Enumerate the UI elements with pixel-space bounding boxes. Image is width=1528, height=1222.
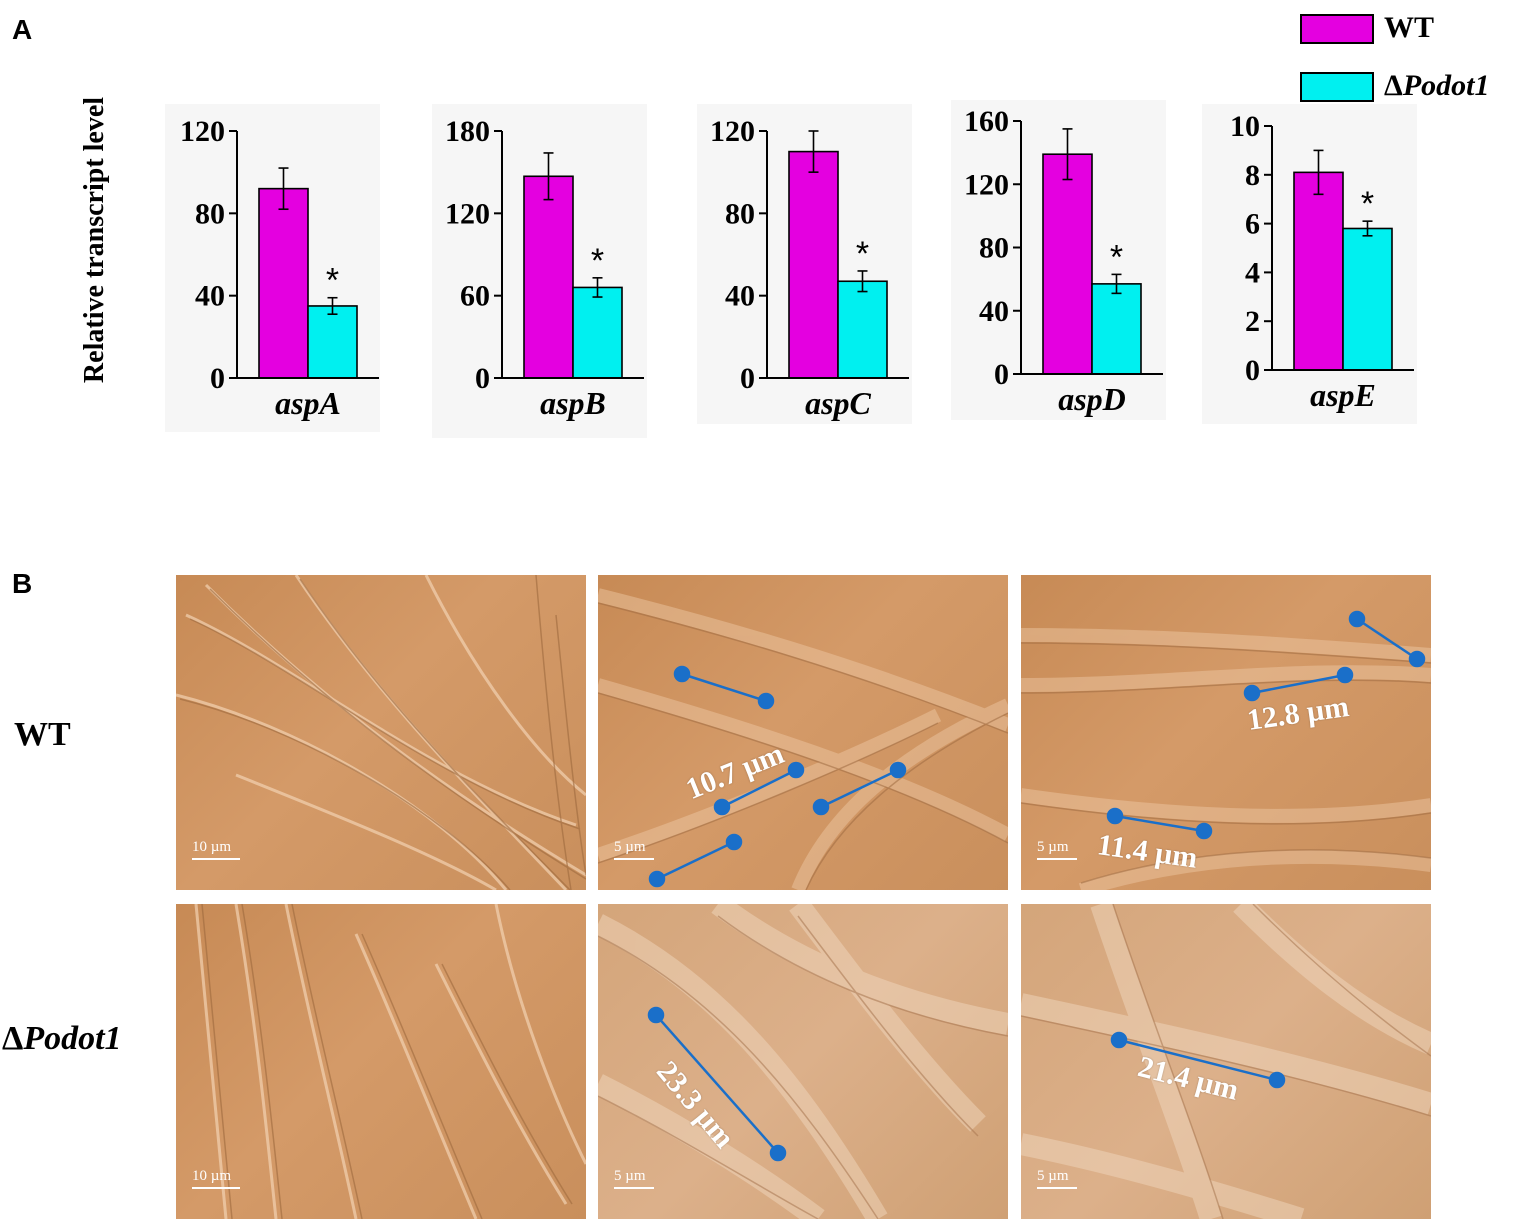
bar-aspB-mutant	[572, 286, 623, 379]
bar-aspC-wt	[788, 150, 839, 379]
scale-bar-line	[192, 858, 240, 860]
legend-label-wt: WT	[1384, 11, 1435, 44]
micrograph-wt-zoom-2: 12.8 µm 11.4 µm 5 µm	[1021, 575, 1431, 890]
bar-aspD-wt	[1042, 153, 1093, 375]
hyphae-texture	[176, 575, 586, 890]
y-tick-label: 0	[1245, 354, 1260, 387]
hyphae-texture	[194, 904, 586, 1219]
scale-bar-line	[1037, 1187, 1077, 1189]
bar-aspE-wt	[1293, 171, 1344, 371]
scale-bar-label: 5 µm	[1037, 1168, 1069, 1184]
bar-aspD-mutant	[1091, 283, 1142, 375]
y-tick-label: 0	[475, 362, 490, 395]
scale-bar-label: 5 µm	[614, 839, 646, 855]
significance-marker: *	[591, 242, 604, 280]
y-tick-label: 80	[195, 197, 225, 230]
scale-bar-10um: 10 µm	[192, 839, 240, 860]
bar-aspC-mutant	[837, 280, 888, 379]
category-label-aspD: aspD	[1058, 381, 1126, 417]
significance-marker: *	[326, 262, 339, 300]
y-tick-label: 180	[445, 115, 490, 148]
legend-mutant-delta: Δ	[1384, 69, 1403, 102]
scale-bar-5um: 5 µm	[1037, 839, 1077, 860]
y-tick-label: 0	[994, 358, 1009, 391]
scale-bar-label: 5 µm	[1037, 839, 1069, 855]
y-axis-label: Relative transcript level	[79, 96, 110, 384]
hyphae-texture	[598, 588, 1008, 890]
y-tick-label: 120	[710, 115, 755, 148]
micrograph-mutant-overview: 10 µm	[176, 904, 586, 1219]
hyphae-texture	[1021, 904, 1431, 1219]
scale-bar-5um: 5 µm	[614, 1168, 654, 1189]
micrograph-wt-overview: 10 µm	[176, 575, 586, 890]
y-tick-label: 120	[180, 115, 225, 148]
micrograph-mutant-zoom-1: 23.3 µm 5 µm	[598, 904, 1008, 1219]
scale-bar-line	[192, 1187, 240, 1189]
significance-marker: *	[856, 235, 869, 273]
y-tick-label: 80	[725, 197, 755, 230]
y-tick-label: 2	[1245, 305, 1260, 338]
significance-marker: *	[1361, 185, 1374, 223]
y-tick-label: 60	[460, 280, 490, 313]
y-tick-label: 10	[1230, 110, 1260, 143]
category-label-aspE: aspE	[1310, 377, 1376, 413]
legend-swatch-mutant	[1300, 72, 1374, 102]
scale-bar-5um: 5 µm	[1037, 1168, 1077, 1189]
bar-aspA-mutant	[307, 305, 358, 379]
micrograph-wt-zoom-1: 10.7 µm 5 µm	[598, 575, 1008, 890]
y-tick-label: 80	[979, 232, 1009, 265]
row-label-mutant-delta: Δ	[2, 1020, 24, 1057]
row-label-mutant-name: Podot1	[23, 1020, 122, 1057]
scale-bar-label: 10 µm	[192, 839, 232, 855]
scale-bar-line	[1037, 858, 1077, 860]
y-tick-label: 4	[1245, 256, 1260, 289]
category-label-aspC: aspC	[805, 385, 871, 421]
panel-letter-a: A	[12, 14, 33, 45]
bar-aspA-wt	[258, 187, 309, 379]
y-tick-label: 120	[445, 197, 490, 230]
y-tick-label: 8	[1245, 159, 1260, 192]
panel-letter-b: B	[12, 568, 33, 599]
hyphae-texture	[1021, 610, 1431, 890]
y-tick-label: 40	[725, 280, 755, 313]
y-tick-label: 40	[979, 295, 1009, 328]
row-label-mutant: ΔPodot1	[2, 1020, 122, 1058]
hyphae-texture	[598, 904, 1008, 1219]
y-tick-label: 6	[1245, 208, 1260, 241]
y-tick-label: 40	[195, 280, 225, 313]
legend-label-mutant: ΔPodot1	[1384, 69, 1489, 103]
bar-charts: *04080120aspA*060120180aspB*04080120aspC…	[165, 100, 1417, 438]
micrograph-mutant-zoom-2: 21.4 µm 5 µm	[1021, 904, 1431, 1219]
category-label-aspB: aspB	[540, 385, 606, 421]
y-tick-label: 120	[964, 168, 1009, 201]
category-label-aspA: aspA	[275, 385, 341, 421]
y-tick-label: 0	[210, 362, 225, 395]
y-tick-label: 160	[964, 105, 1009, 138]
scale-bar-label: 5 µm	[614, 1168, 646, 1184]
legend-swatch-wt	[1300, 14, 1374, 44]
scale-bar-line	[614, 1187, 654, 1189]
scale-bar-line	[614, 858, 654, 860]
row-label-wt: WT	[14, 716, 71, 753]
significance-marker: *	[1110, 238, 1123, 276]
bar-aspE-mutant	[1342, 227, 1393, 371]
scale-bar-5um: 5 µm	[614, 839, 654, 860]
y-tick-label: 0	[740, 362, 755, 395]
scale-bar-label: 10 µm	[192, 1168, 232, 1184]
bar-aspB-wt	[523, 175, 574, 379]
scale-bar-10um: 10 µm	[192, 1168, 240, 1189]
legend-mutant-name: Podot1	[1402, 69, 1490, 102]
